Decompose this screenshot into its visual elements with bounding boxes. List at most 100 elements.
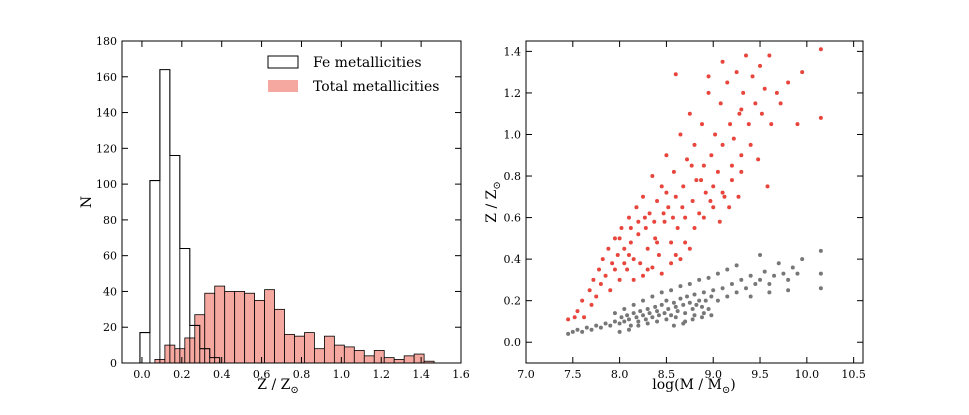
total-bar [284,333,295,364]
fe-point [701,290,706,295]
fe-point [786,277,791,282]
fe-point [575,327,580,332]
total-point [741,90,746,95]
total-point [765,184,770,189]
y-tick-label: 0.2 [504,295,522,308]
x-tick-label: 0.2 [173,368,191,381]
fe-point [800,257,805,262]
total-point [608,288,613,293]
total-point [619,225,624,230]
fe-point [645,321,650,326]
legend-swatch-total [268,80,298,92]
fe-point [706,275,711,280]
fe-point [631,302,636,307]
total-bar [383,357,395,364]
total-point [818,115,823,120]
total-bar [314,348,325,364]
total-point [628,240,633,245]
total-point [701,163,706,168]
total-point [631,277,636,282]
fe-point [655,309,660,314]
total-bar [393,359,405,364]
total-point [687,246,692,251]
total-bar [244,292,256,364]
total-point [727,205,732,210]
fe-point [650,315,655,320]
total-point [612,267,617,272]
fe-point [636,323,641,328]
total-point [795,122,800,127]
total-point [753,101,758,106]
total-point [694,178,699,183]
x-tick-label: 0.6 [253,368,271,381]
total-point [642,215,647,220]
y-tick-label: 140 [96,107,117,120]
total-point [617,277,622,282]
fe-point [681,321,686,326]
legend-label-fe: Fe metallicities [313,55,422,71]
fe-point [673,304,678,309]
fe-point [570,329,575,334]
y-tick-label: 0.4 [504,253,522,266]
total-point [600,257,605,262]
fe-point [790,265,795,270]
fe-point [725,267,730,272]
fe-point [818,248,823,253]
total-point [720,59,725,64]
total-bar [333,344,345,364]
fe-point [687,282,692,287]
fe-point [671,323,676,328]
total-point [664,190,669,195]
fe-point [617,329,622,334]
total-point [655,198,660,203]
x-tick-label: 7.5 [564,368,582,381]
total-point [603,273,608,278]
fe-point [748,273,753,278]
total-point [664,153,669,158]
fe-point [673,315,678,320]
fe-point [659,302,664,307]
y-tick-label: 0.0 [504,336,522,349]
fe-point [748,294,753,299]
total-point [650,265,655,270]
total-point [692,225,697,230]
total-point [739,169,744,174]
total-point [589,302,594,307]
fe-point [671,300,676,305]
total-point [634,205,639,210]
x-tick-label: 9.0 [704,368,722,381]
fe-metallicities-steps [139,69,230,364]
total-point [699,178,704,183]
fe-point [566,331,571,336]
total-point [659,271,664,276]
histogram-y-ticks: 0 20 40 60 80 100 120 140 160 180 [96,35,461,370]
total-point [683,215,688,220]
y-tick-label: 60 [103,250,117,263]
y-tick-label: 160 [96,71,117,84]
fe-point [612,319,617,324]
fe-point [669,313,674,318]
scatter-points [566,47,823,336]
fe-point [709,313,714,318]
fe-point [753,282,758,287]
x-tick-label: 1.6 [452,368,470,381]
fe-point [690,317,695,322]
fe-point [678,296,683,301]
total-bar [324,335,335,364]
total-point [622,261,627,266]
fe-point [818,286,823,291]
fe-point [622,306,627,311]
total-point [610,261,615,266]
total-point [626,252,631,257]
total-point [631,257,636,262]
y-tick-label: 80 [103,214,117,227]
total-point [750,74,755,79]
total-point [594,294,599,299]
total-point [670,215,675,220]
fe-point [626,327,631,332]
fe-point [603,321,608,326]
total-point [689,163,694,168]
scatter-x-ticks: 7.0 7.5 8.0 8.5 9.0 9.5 10.0 10.5 [517,41,866,381]
total-point [736,194,741,199]
fe-point [647,311,652,316]
